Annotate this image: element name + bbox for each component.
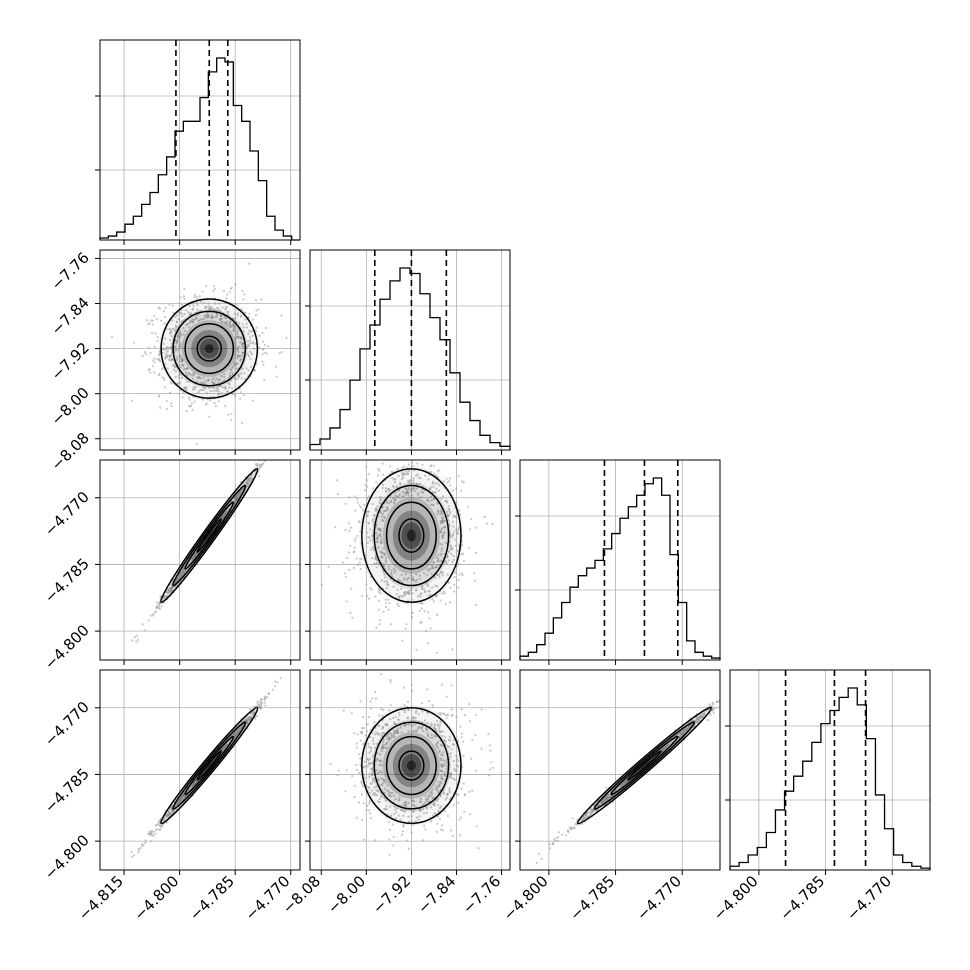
x-tick-label: −4.770 (843, 872, 895, 924)
x-tick-label: −4.800 (130, 872, 182, 924)
histogram-step-line (309, 267, 511, 450)
contour-lines (160, 298, 259, 399)
x-tick-label: −4.815 (75, 872, 127, 924)
x-tick-label: −4.800 (710, 872, 762, 924)
contour-level-1 (184, 501, 235, 570)
y-tick-label: −8.08 (48, 429, 93, 474)
contour-level-0 (196, 750, 223, 781)
contour-level-3 (160, 468, 259, 604)
density-shading (158, 704, 261, 827)
panel-frame (729, 669, 931, 871)
x-tick-label: −4.785 (186, 872, 238, 924)
y-tick-label: −4.770 (41, 698, 93, 750)
contour-level-3 (160, 298, 259, 399)
panel-frame (309, 249, 511, 451)
contour-level-3 (576, 706, 713, 825)
panel-background (310, 460, 510, 660)
histogram-panel-2 (515, 459, 721, 665)
contour-level-2 (172, 721, 247, 810)
x-tick-label: −7.76 (459, 872, 504, 917)
panel-content (320, 460, 494, 654)
histogram-panel-3 (725, 669, 931, 875)
y-tick-label: −7.76 (48, 249, 93, 294)
histogram-step-line (519, 477, 721, 660)
panel-background (730, 670, 930, 870)
panel-frame (99, 249, 301, 451)
x-tick-label: −4.770 (633, 872, 685, 924)
x-tick-label: −4.800 (500, 872, 552, 924)
contour-lines (576, 706, 713, 825)
density-shading (158, 465, 261, 606)
histogram-panel-0 (95, 39, 301, 245)
contour-level-2 (373, 484, 450, 587)
x-tick-label: −4.785 (566, 872, 618, 924)
contour-lines (361, 468, 462, 603)
contour-level-1 (184, 735, 235, 796)
y-tick-label: −4.800 (41, 831, 93, 883)
y-tick-label: −4.800 (41, 621, 93, 673)
scatter-panel-0-2 (95, 459, 301, 665)
scatter-panel-0-1 (95, 249, 301, 455)
scatter-panel-1-2 (305, 459, 511, 665)
contour-lines (160, 706, 259, 825)
contour-level-0 (196, 335, 223, 362)
contour-level-3 (160, 706, 259, 825)
panel-frame (99, 39, 301, 241)
x-tick-label: −7.92 (369, 872, 414, 917)
panel-content (329, 673, 495, 856)
contour-level-0 (398, 750, 425, 781)
y-tick-label: −7.84 (48, 294, 93, 339)
panel-frame (99, 669, 301, 871)
histogram-panel-1 (305, 249, 511, 455)
y-tick-label: −4.785 (41, 555, 93, 607)
density-shading (574, 704, 715, 827)
contour-level-2 (373, 721, 450, 810)
contour-level-1 (610, 735, 679, 796)
contour-level-0 (196, 518, 223, 553)
x-tick-label: −7.84 (414, 872, 459, 917)
y-tick-label: −4.770 (41, 488, 93, 540)
contour-level-2 (593, 721, 696, 810)
panel-content (535, 699, 720, 865)
histogram-step-line (99, 57, 300, 241)
panel-background (100, 250, 300, 450)
contour-lines (160, 468, 259, 604)
panel-frame (309, 459, 511, 661)
histogram-step-line (729, 687, 931, 870)
contour-level-1 (184, 323, 235, 375)
scatter-panel-0-3 (95, 669, 301, 875)
panel-frame (309, 669, 511, 871)
panel-frame (519, 459, 721, 661)
contour-level-3 (361, 707, 462, 825)
x-tick-label: −8.00 (324, 872, 369, 917)
contour-level-3 (361, 468, 462, 603)
y-tick-label: −7.92 (48, 339, 93, 384)
panel-background (310, 250, 510, 450)
x-tick-label: −4.785 (776, 872, 828, 924)
panel-frame (519, 669, 721, 871)
contour-level-1 (385, 735, 437, 796)
contour-lines (361, 707, 462, 825)
panel-content (130, 460, 267, 643)
panel-content (130, 677, 282, 858)
panel-background (520, 460, 720, 660)
scatter-panel-2-3 (515, 669, 721, 875)
panel-background (100, 40, 300, 240)
contour-level-1 (385, 501, 437, 570)
contour-level-0 (398, 518, 425, 553)
contour-level-0 (626, 750, 662, 781)
contour-level-2 (172, 484, 247, 587)
contour-level-2 (172, 310, 247, 387)
panel-background (520, 670, 720, 870)
y-tick-label: −4.785 (41, 765, 93, 817)
panel-frame (99, 459, 301, 661)
y-tick-label: −8.00 (48, 384, 93, 429)
scatter-panel-1-3 (305, 669, 511, 875)
panel-content (110, 262, 288, 446)
